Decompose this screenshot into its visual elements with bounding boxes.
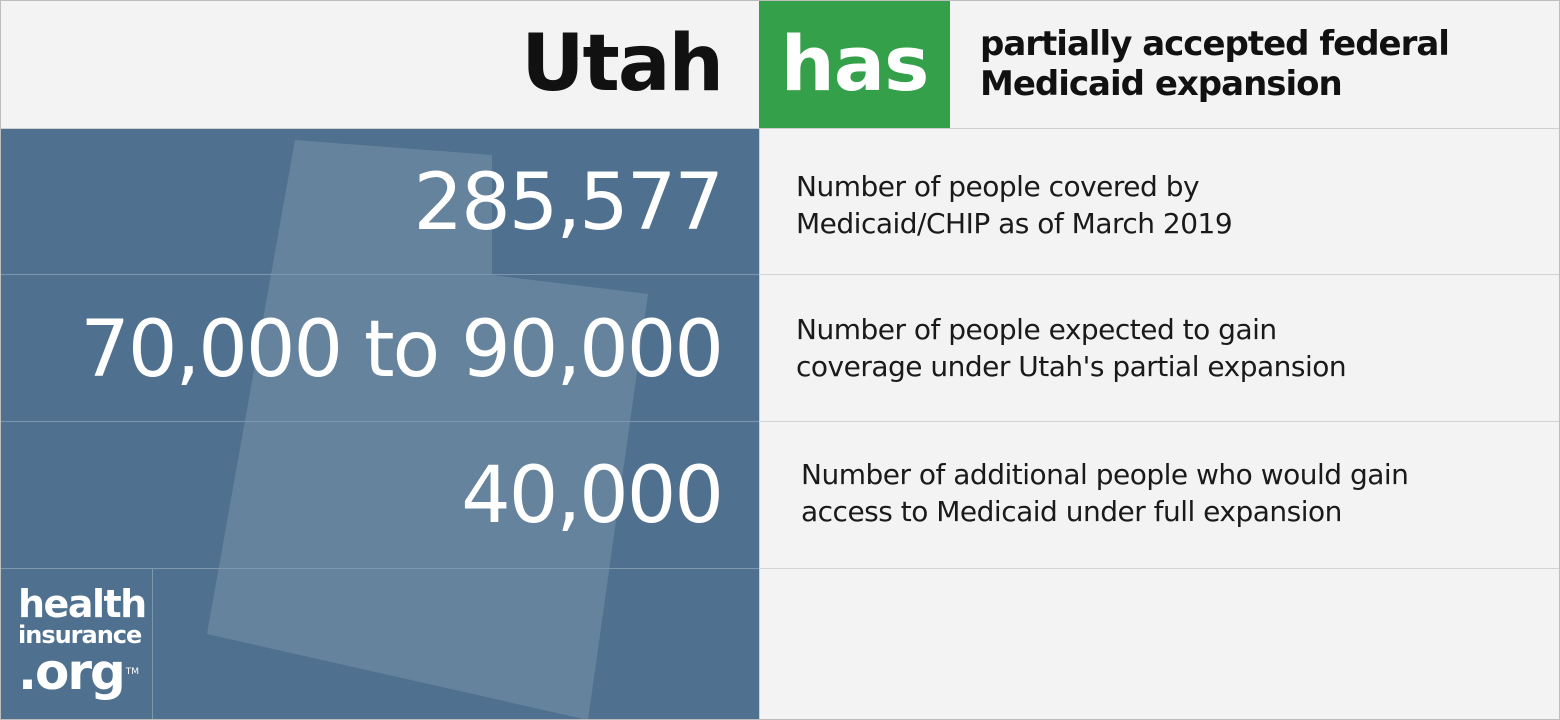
trademark-mark: TM [125, 667, 140, 677]
logo-line-org: .org TM [18, 647, 146, 697]
status-badge: has [759, 0, 950, 128]
stat-description-line: coverage under Utah's partial expansion [796, 350, 1347, 383]
stat-description-line: Number of people expected to gain [796, 313, 1277, 346]
stat-description-line: Number of additional people who would ga… [801, 458, 1409, 491]
logo-line-health: health [18, 582, 147, 626]
row-divider [0, 421, 759, 422]
stat-value: 285,577 [413, 158, 724, 248]
stat-description-line: Number of people covered by [796, 170, 1200, 203]
row-divider [759, 274, 1560, 275]
stat-description-line: Medicaid/CHIP as of March 2019 [796, 207, 1233, 240]
expansion-status-line2: Medicaid expansion [980, 64, 1343, 104]
header-bar: Utah has partially accepted federal Medi… [0, 0, 1560, 129]
healthinsurance-org-logo: health insurance .org TM [18, 582, 147, 697]
expansion-status: partially accepted federal Medicaid expa… [980, 24, 1500, 104]
row-divider [0, 568, 759, 569]
logo-line-insurance: insurance [18, 621, 142, 649]
stat-description: Number of additional people who would ga… [801, 456, 1409, 530]
state-name: Utah [521, 19, 724, 109]
status-badge-text: has [780, 19, 930, 108]
stat-value: 70,000 to 90,000 [80, 305, 724, 395]
row-divider [759, 568, 1560, 569]
stat-value: 40,000 [461, 451, 724, 541]
stats-panel [0, 129, 759, 720]
stat-description: Number of people expected to gain covera… [796, 311, 1347, 385]
stat-description-line: access to Medicaid under full expansion [801, 495, 1342, 528]
row-divider [759, 421, 1560, 422]
column-divider [759, 129, 760, 720]
row-divider [0, 274, 759, 275]
utah-state-map-icon [207, 140, 648, 720]
expansion-status-line1: partially accepted federal [980, 24, 1450, 64]
logo-org-text: .org [18, 643, 126, 701]
stat-description: Number of people covered by Medicaid/CHI… [796, 168, 1233, 242]
logo-divider [152, 568, 153, 720]
